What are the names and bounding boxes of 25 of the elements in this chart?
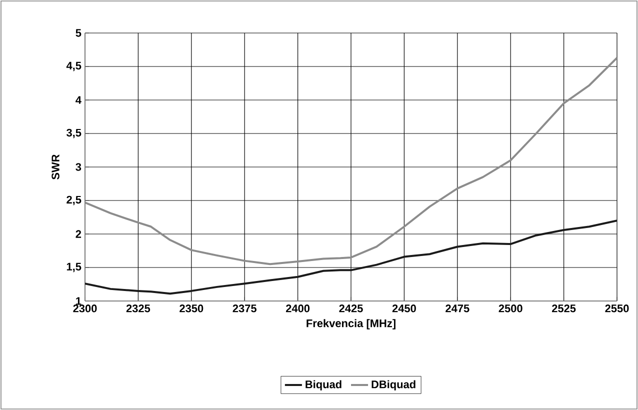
y-tick-label: 4 (76, 96, 82, 104)
x-tick-label: 2300 (73, 304, 97, 312)
x-tick-label: 2550 (605, 304, 629, 312)
y-tick-label: 2 (76, 230, 82, 238)
x-tick-label: 2450 (392, 304, 416, 312)
y-tick-label: 3 (76, 163, 82, 171)
y-tick-label: 1,5 (66, 262, 82, 272)
x-tick-label: 2325 (126, 304, 150, 312)
x-axis-title: Frekvencia [MHz] (306, 319, 396, 330)
x-tick-label: 2375 (232, 304, 256, 312)
legend-label: Biquad (306, 380, 342, 390)
x-tick-label: 2500 (498, 304, 522, 312)
y-tick-label: 1 (76, 297, 82, 305)
line-series (85, 220, 618, 295)
x-tick-label: 2425 (339, 304, 363, 312)
y-tick-label: 3,5 (66, 128, 82, 138)
legend-label: DBiquad (372, 380, 416, 390)
x-tick-label: 2475 (446, 304, 470, 312)
x-tick-label: 2400 (286, 304, 310, 312)
y-tick-label: 2,5 (66, 196, 82, 206)
y-tick-label: 4,5 (66, 62, 82, 72)
x-tick-label: 2350 (180, 304, 204, 312)
y-tick-label: 5 (76, 29, 82, 37)
y-axis-title: SWR (52, 154, 60, 180)
x-tick-label: 2525 (552, 304, 576, 312)
